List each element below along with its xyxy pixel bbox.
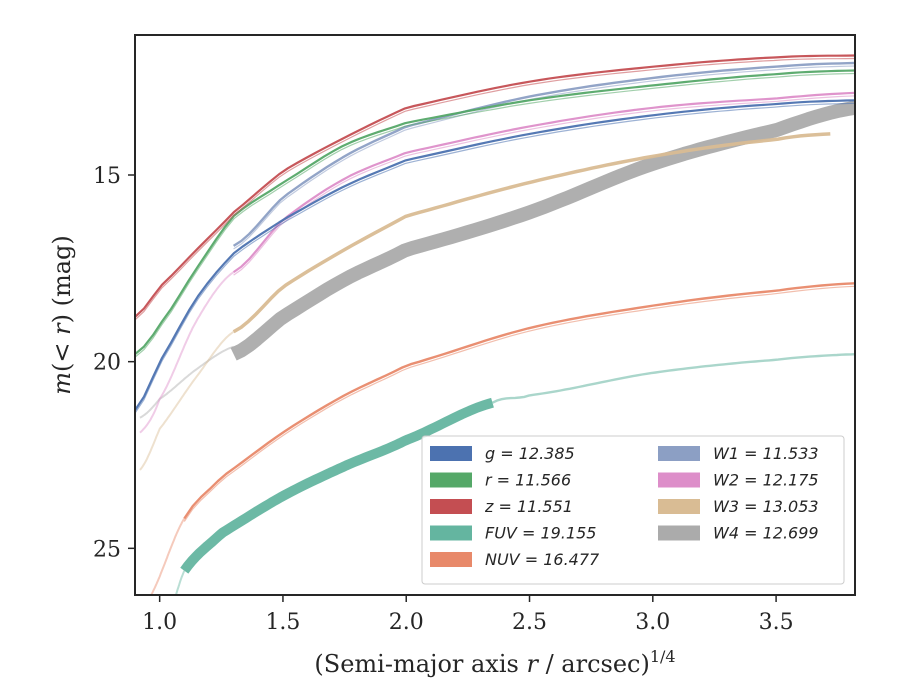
- legend-label: W2 = 12.175: [713, 471, 819, 490]
- series-w2-edge: [233, 95, 855, 276]
- legend-swatch: [430, 552, 472, 567]
- x-tick-label: 3.5: [759, 610, 794, 635]
- y-tick-label: 20: [93, 351, 121, 376]
- series-w4-line: [230, 100, 855, 361]
- legend-swatch: [658, 525, 700, 541]
- legend-label: r = 11.566: [485, 471, 571, 490]
- legend-label: W3 = 13.053: [713, 497, 819, 516]
- legend-swatch: [658, 499, 700, 514]
- legend-swatch: [430, 446, 472, 461]
- series-fuv-faint-inner: [174, 570, 186, 595]
- series-w2-line: [232, 91, 855, 273]
- series-g-edge: [135, 102, 855, 414]
- series-w3-faint-inner: [139, 330, 235, 471]
- legend-label: W1 = 11.533: [713, 444, 819, 463]
- y-tick-label: 25: [93, 537, 121, 562]
- legend-label: FUV = 19.155: [485, 524, 596, 543]
- legend-swatch: [430, 525, 472, 541]
- legend-label: z = 11.551: [484, 497, 573, 516]
- x-axis-title: (Semi-major axis r / arcsec)1/4: [314, 647, 675, 678]
- series-w1-line: [232, 61, 855, 247]
- legend-swatch: [430, 472, 472, 488]
- series-fuv-faint-outer: [491, 353, 855, 404]
- x-tick-label: 2.0: [389, 610, 424, 635]
- series-z-edge: [135, 57, 855, 321]
- series-z-line: [135, 54, 855, 318]
- x-tick-label: 2.5: [512, 610, 547, 635]
- series-fuv-line: [180, 397, 494, 574]
- x-axis: 1.0 1.5 2.0 2.5 3.0 3.5: [142, 595, 794, 635]
- legend: g = 12.385 r = 11.566 z = 11.551 FUV = 19.1…: [421, 435, 845, 585]
- legend-label: NUV = 16.477: [485, 550, 600, 569]
- y-axis-title: m(< r) (mag): [48, 235, 76, 395]
- legend-swatch: [658, 472, 700, 488]
- legend-label: W4 = 12.699: [713, 524, 819, 543]
- series-nuv-edge: [183, 285, 855, 522]
- x-tick-label: 1.0: [142, 610, 177, 635]
- series-w2-faint-inner: [139, 271, 235, 434]
- series-w1-edge: [233, 65, 855, 250]
- x-tick-label: 3.0: [635, 610, 670, 635]
- curves-layer: [135, 54, 855, 595]
- series-nuv-faint-inner: [150, 517, 186, 595]
- series-r-edge: [135, 72, 855, 358]
- series-w3-line: [232, 132, 831, 334]
- legend-label: g = 12.385: [485, 444, 575, 463]
- series-w4-faint-inner: [139, 345, 234, 419]
- series-g-line: [135, 99, 855, 411]
- y-axis: 15 20 25: [93, 164, 135, 562]
- legend-swatch: [430, 499, 472, 514]
- plot-frame: [134, 34, 856, 596]
- legend-box: [421, 435, 845, 585]
- legend-swatch: [658, 446, 700, 461]
- series-nuv-line: [183, 282, 855, 520]
- x-tick-label: 1.5: [265, 610, 300, 635]
- series-r-line: [135, 69, 855, 356]
- y-tick-label: 15: [93, 164, 121, 189]
